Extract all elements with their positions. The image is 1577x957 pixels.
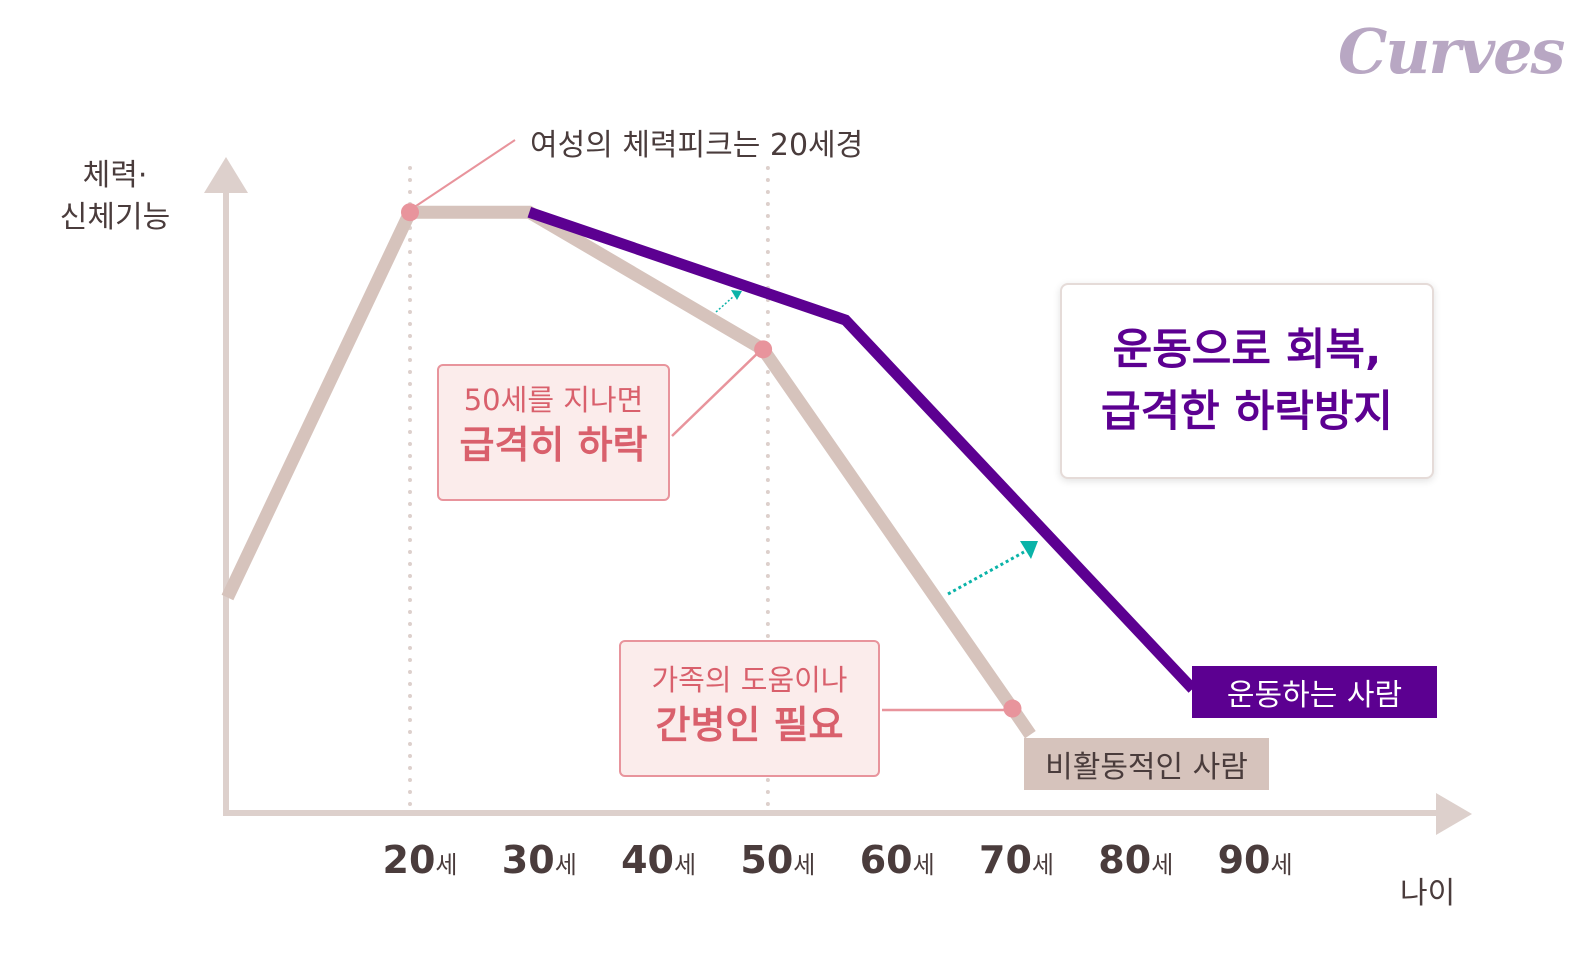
peak-annotation: 여성의 체력피크는 20세경 xyxy=(530,128,864,163)
message-line1: 운동으로 회복, xyxy=(1112,325,1382,375)
highlight-point-0 xyxy=(401,203,419,222)
x-tick-unit: 세 xyxy=(673,851,697,879)
x-tick-unit: 세 xyxy=(1031,851,1054,879)
curves-logo: Curves xyxy=(1338,15,1565,88)
legend-inactive: 비활동적인 사람 xyxy=(1024,738,1269,790)
x-tick-unit: 세 xyxy=(1270,851,1293,879)
x-tick-unit: 세 xyxy=(1151,851,1174,879)
x-tick-number: 50 xyxy=(740,838,794,882)
improvement-arrowhead-small xyxy=(731,290,742,300)
y-axis-label: 체력· 신체기능 xyxy=(40,155,190,239)
highlight-point-1 xyxy=(754,340,773,359)
improvement-arrow-large xyxy=(947,550,1025,596)
x-tick-20: 20세 xyxy=(360,838,480,882)
decline-line2: 급격히 하락 xyxy=(459,423,648,467)
improvement-arrow-small xyxy=(715,295,735,313)
x-tick-70: 70세 xyxy=(957,838,1077,882)
x-tick-number: 20 xyxy=(382,838,436,882)
decline-annotation-box: 50세를 지나면 급격히 하락 xyxy=(437,364,670,501)
peak-leader xyxy=(409,139,516,211)
x-tick-unit: 세 xyxy=(435,851,458,879)
x-tick-30: 30세 xyxy=(479,838,599,882)
highlight-point-2 xyxy=(1003,699,1022,718)
y-label-line1: 체력· xyxy=(82,158,148,193)
x-tick-number: 40 xyxy=(621,838,674,882)
x-tick-40: 40세 xyxy=(599,838,719,882)
x-tick-number: 30 xyxy=(501,838,555,882)
y-label-line2: 신체기능 xyxy=(59,200,171,235)
x-tick-unit: 세 xyxy=(912,851,935,879)
x-tick-unit: 세 xyxy=(554,851,577,879)
care-line2: 간병인 필요 xyxy=(655,703,844,747)
improvement-arrowhead-large xyxy=(1020,541,1038,559)
x-tick-90: 90세 xyxy=(1195,838,1315,882)
care-annotation-box: 가족의 도움이나 간병인 필요 xyxy=(619,640,880,777)
x-axis-arrow xyxy=(1436,793,1472,835)
x-tick-50: 50세 xyxy=(718,838,838,882)
message-box: 운동으로 회복, 급격한 하락방지 xyxy=(1060,283,1434,479)
x-tick-number: 70 xyxy=(979,838,1032,882)
x-tick-unit: 세 xyxy=(793,851,816,879)
x-tick-60: 60세 xyxy=(837,838,957,882)
x-tick-number: 60 xyxy=(859,838,913,882)
active-series-line xyxy=(527,207,1197,693)
decline-leader xyxy=(671,347,764,437)
x-axis-label: 나이 xyxy=(1400,876,1456,911)
x-tick-number: 90 xyxy=(1217,838,1271,882)
decline-line1: 50세를 지나면 xyxy=(463,383,644,417)
y-axis-arrow xyxy=(204,157,248,193)
x-tick-80: 80세 xyxy=(1076,838,1196,882)
x-tick-number: 80 xyxy=(1098,838,1152,882)
message-line2: 급격한 하락방지 xyxy=(1101,387,1393,437)
legend-active: 운동하는 사람 xyxy=(1192,666,1437,718)
care-line1: 가족의 도움이나 xyxy=(651,663,848,697)
